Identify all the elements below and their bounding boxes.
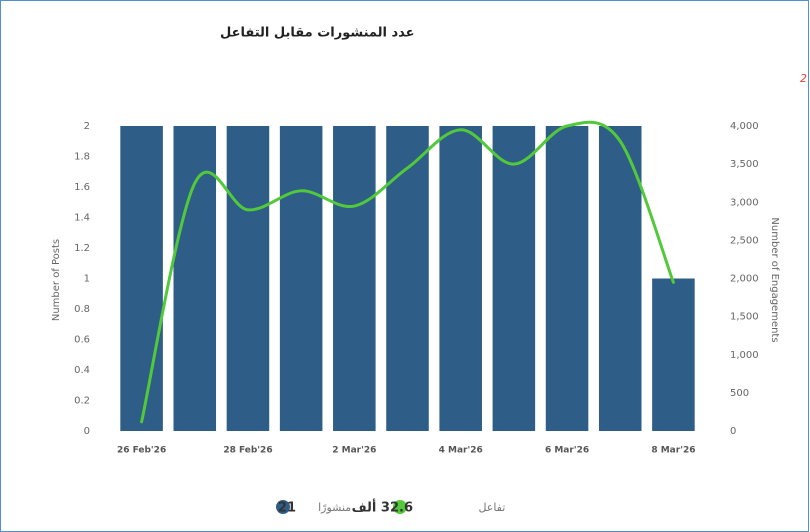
bar [226, 126, 270, 431]
bar [173, 126, 217, 431]
y-tick-label: 2 [84, 121, 90, 132]
y2-axis-label: Number of Engagements [769, 217, 780, 342]
bar [545, 126, 589, 431]
x-tick-label: 4 Mar'26 [439, 446, 483, 456]
x-tick-label: 2 Mar'26 [332, 446, 376, 456]
bar [386, 126, 429, 431]
y2-tick-label: 1,500 [730, 312, 759, 323]
legend-value: 32.6 ألف [352, 499, 413, 516]
legend-swatch [393, 500, 407, 514]
chart-subtitle: متوسط عدد المنشورات يومياً: 2 [800, 70, 810, 85]
y2-tick-label: 3,500 [730, 159, 759, 170]
y2-tick-label: 2,500 [730, 235, 759, 246]
y2-tick-label: 1,000 [730, 350, 759, 361]
y-tick-label: 0.4 [74, 365, 90, 376]
chart-title: عدد المنشورات مقابل التفاعل [220, 26, 415, 41]
bar [439, 126, 482, 431]
bar [652, 278, 695, 431]
bar [120, 126, 163, 431]
y2-tick-label: 500 [730, 388, 749, 399]
y-tick-label: 1.2 [74, 243, 90, 254]
y-tick-label: 0.2 [74, 396, 90, 407]
y-tick-label: 1.8 [74, 152, 90, 163]
bar [492, 126, 536, 431]
y2-tick-label: 0 [730, 426, 736, 437]
line [140, 120, 675, 424]
y2-tick-label: 4,000 [730, 121, 759, 132]
bar [279, 126, 323, 431]
y-tick-label: 0 [84, 426, 90, 437]
legend-label: تفاعل [478, 501, 505, 514]
bar [598, 126, 642, 431]
legend-swatch [276, 500, 290, 514]
y-tick-label: 0.8 [74, 304, 90, 315]
y2-tick-label: 3,000 [730, 197, 759, 208]
bar [333, 126, 376, 431]
y-tick-label: 1.4 [74, 213, 90, 224]
y-axis-label: Number of Posts [51, 239, 62, 321]
x-tick-label: 6 Mar'26 [545, 446, 589, 456]
y2-tick-label: 2,000 [730, 274, 759, 285]
x-tick-label: 8 Mar'26 [651, 446, 695, 456]
x-tick-label: 28 Feb'26 [223, 446, 272, 456]
y-tick-label: 1.6 [74, 182, 90, 193]
y-tick-label: 1 [84, 274, 90, 285]
y-tick-label: 0.6 [74, 335, 90, 346]
x-tick-label: 26 Feb'26 [117, 446, 166, 456]
legend-value: 21 [278, 501, 296, 516]
legend-label: منشورًا [318, 501, 351, 514]
